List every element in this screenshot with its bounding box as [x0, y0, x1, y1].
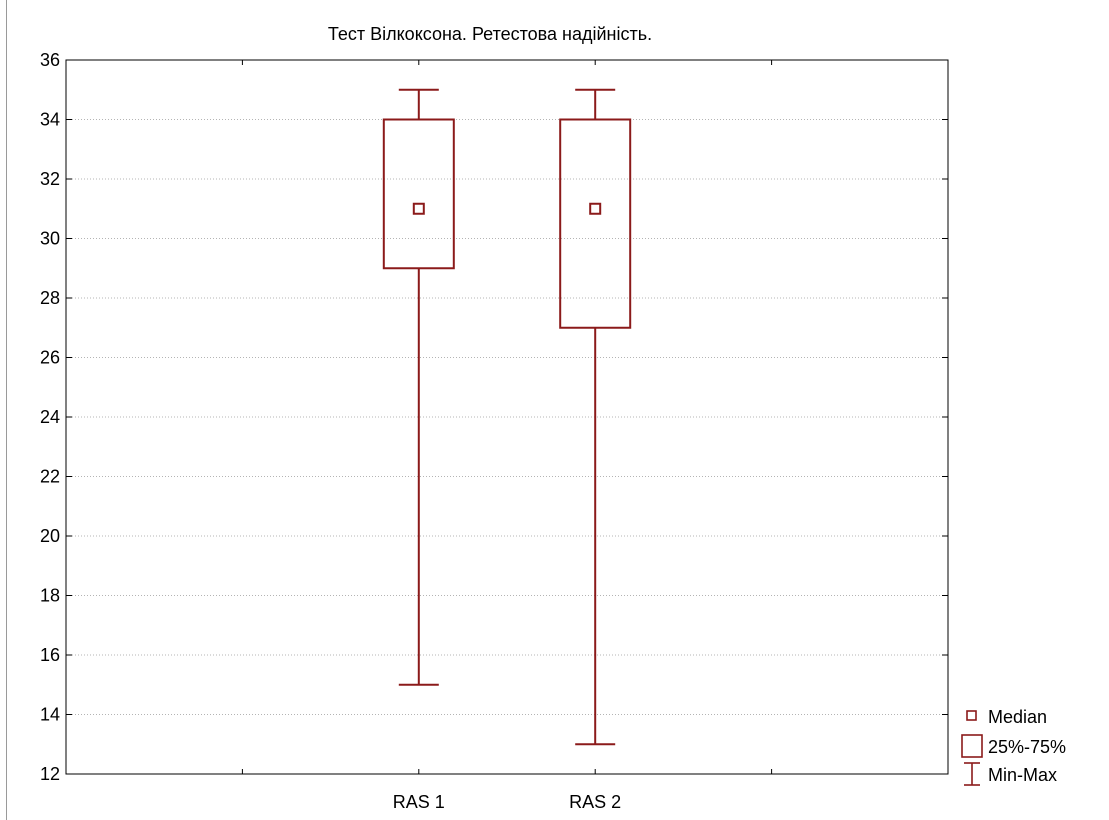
grid-lines — [66, 119, 948, 715]
y-tick-label: 24 — [40, 407, 60, 427]
y-tick-label: 12 — [40, 764, 60, 784]
median-marker — [412, 202, 425, 215]
x-axis: RAS 1 RAS 2 — [241, 60, 773, 812]
y-tick-label: 28 — [40, 288, 60, 308]
iqr-box — [382, 118, 455, 270]
y-tick-label: 26 — [40, 348, 60, 368]
y-tick-label: 14 — [40, 705, 60, 725]
y-tick-label: 36 — [40, 50, 60, 70]
box-ras-1 — [382, 88, 455, 686]
y-tick-label: 32 — [40, 169, 60, 189]
y-tick-label: 16 — [40, 645, 60, 665]
box-series — [382, 88, 632, 746]
chart-title: Тест Вілкоксона. Ретестова надійність. — [328, 24, 652, 44]
y-tick-label: 30 — [40, 229, 60, 249]
median-marker — [589, 202, 602, 215]
legend-box-icon — [961, 734, 983, 758]
x-tick-label: RAS 2 — [569, 792, 621, 812]
x-tick-label: RAS 1 — [393, 792, 445, 812]
y-tick-label: 22 — [40, 467, 60, 487]
legend: Median 25%-75% Min-Max — [961, 707, 1066, 786]
y-tick-label: 34 — [40, 110, 60, 130]
y-tick-label: 20 — [40, 526, 60, 546]
legend-median-icon — [966, 710, 977, 721]
legend-item-whisker: Min-Max — [964, 762, 1057, 786]
legend-item-box: 25%-75% — [961, 734, 1066, 758]
legend-item-median-square: Median — [966, 707, 1047, 727]
legend-label: Median — [988, 707, 1047, 727]
legend-label: Min-Max — [988, 765, 1057, 785]
legend-label: 25%-75% — [988, 737, 1066, 757]
window-left-border — [6, 0, 7, 820]
box-ras-2 — [559, 88, 632, 746]
iqr-box — [559, 118, 632, 329]
y-tick-label: 18 — [40, 586, 60, 606]
y-axis: 12 14 16 18 20 22 24 26 28 30 32 34 36 — [40, 50, 948, 784]
